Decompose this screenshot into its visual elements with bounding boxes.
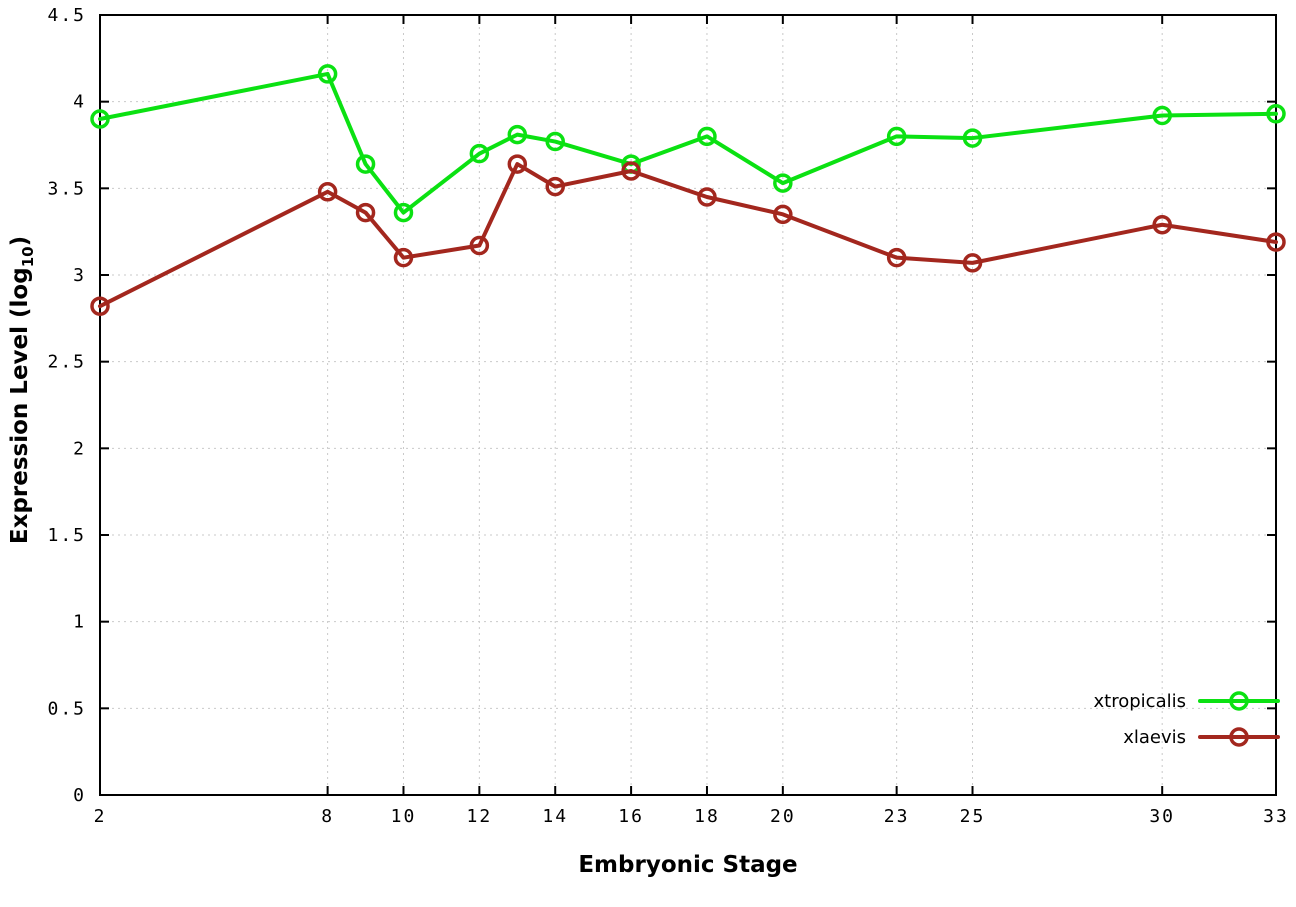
- svg-text:25: 25: [960, 806, 986, 827]
- legend-sample-line-icon: [1198, 727, 1280, 747]
- legend-item: xtropicalis: [1094, 683, 1280, 719]
- svg-text:3: 3: [73, 265, 86, 286]
- series-xlaevis: [90, 154, 1286, 316]
- svg-text:20: 20: [770, 806, 796, 827]
- svg-text:4.5: 4.5: [47, 5, 86, 26]
- svg-text:0.5: 0.5: [47, 698, 86, 719]
- tick-marks: [99, 14, 1277, 796]
- legend: xtropicalis xlaevis: [1094, 683, 1280, 755]
- svg-text:1: 1: [73, 612, 86, 633]
- svg-text:12: 12: [467, 806, 493, 827]
- svg-text:2.5: 2.5: [47, 352, 86, 373]
- grid-lines: [99, 14, 1277, 796]
- x-tick-labels: 2 8 10 12 14 16 18 20 23 25 30 33: [94, 806, 1289, 827]
- svg-text:16: 16: [618, 806, 644, 827]
- svg-text:0: 0: [73, 785, 86, 806]
- svg-text:3.5: 3.5: [47, 178, 86, 199]
- svg-text:4: 4: [73, 92, 86, 113]
- y-axis-title-main: Expression Level (log: [7, 267, 34, 545]
- svg-text:18: 18: [694, 806, 720, 827]
- legend-item-label: xlaevis: [1123, 726, 1186, 748]
- svg-text:23: 23: [884, 806, 910, 827]
- plot-border: [99, 14, 1277, 796]
- legend-item: xlaevis: [1094, 719, 1280, 755]
- svg-text:2: 2: [73, 438, 86, 459]
- x-axis-title: Embryonic Stage: [578, 852, 798, 878]
- svg-text:33: 33: [1263, 806, 1289, 827]
- legend-sample-line-icon: [1198, 691, 1280, 711]
- series-xtropicalis: [90, 64, 1286, 223]
- svg-text:14: 14: [542, 806, 568, 827]
- y-axis-title: Expression Level (log10): [7, 236, 37, 544]
- y-axis-title-sub: 10: [18, 246, 37, 268]
- svg-text:2: 2: [94, 806, 107, 827]
- svg-text:8: 8: [321, 806, 334, 827]
- svg-text:30: 30: [1149, 806, 1175, 827]
- svg-text:10: 10: [391, 806, 417, 827]
- svg-text:1.5: 1.5: [47, 525, 86, 546]
- y-axis-title-end: ): [7, 235, 34, 247]
- y-tick-labels: 0 0.5 1 1.5 2 2.5 3 3.5 4 4.5: [47, 5, 86, 806]
- legend-item-label: xtropicalis: [1093, 690, 1186, 712]
